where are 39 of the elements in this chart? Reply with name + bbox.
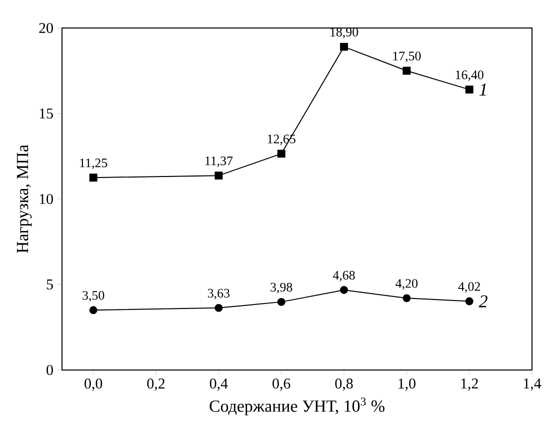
y-tick-label: 20 bbox=[39, 22, 53, 34]
point bbox=[277, 150, 286, 158]
data-label: 4,20 bbox=[396, 279, 418, 290]
y-tick-label: 0 bbox=[46, 364, 53, 376]
data-label: 17,50 bbox=[393, 52, 421, 62]
x-tick-label: 0,0 bbox=[84, 378, 102, 391]
data-label: 11,25 bbox=[80, 158, 108, 170]
point bbox=[214, 304, 223, 312]
series-label: 1 bbox=[479, 84, 486, 96]
point bbox=[340, 286, 348, 294]
x-tick-label: 0,8 bbox=[335, 378, 353, 391]
point bbox=[277, 298, 286, 306]
x-tick-label: 1,4 bbox=[524, 378, 542, 391]
x-tick-label: 1,0 bbox=[398, 378, 416, 391]
x-tick-label: 1,2 bbox=[461, 378, 478, 391]
x-tick-label: 0,4 bbox=[210, 378, 228, 391]
data-label: 16,40 bbox=[456, 70, 484, 82]
y-axis-title: Нагрузка, МПа bbox=[16, 144, 32, 253]
point bbox=[340, 42, 348, 51]
x-tick-label: 0,6 bbox=[272, 378, 290, 391]
series-label: 2 bbox=[478, 295, 488, 308]
point bbox=[89, 174, 98, 182]
y-tick-label: 10 bbox=[40, 194, 53, 204]
point bbox=[89, 306, 98, 314]
point bbox=[465, 86, 474, 94]
point bbox=[465, 297, 474, 306]
x-tick-label: 0,2 bbox=[147, 378, 165, 391]
data-label: 3,63 bbox=[208, 288, 230, 300]
data-label: 4,68 bbox=[332, 270, 355, 282]
point bbox=[214, 172, 223, 180]
data-label: 4,02 bbox=[458, 282, 480, 293]
y-tick-label: 15 bbox=[40, 108, 53, 118]
y-tick-label: 5 bbox=[46, 280, 53, 290]
point bbox=[402, 294, 411, 302]
data-label: 11,37 bbox=[205, 156, 233, 168]
point bbox=[402, 66, 411, 75]
x-axis-title: Содержание УНТ, 10$^{3}$ % bbox=[210, 398, 384, 416]
data-label: 3,98 bbox=[270, 282, 292, 294]
data-label: 3,50 bbox=[82, 291, 104, 302]
